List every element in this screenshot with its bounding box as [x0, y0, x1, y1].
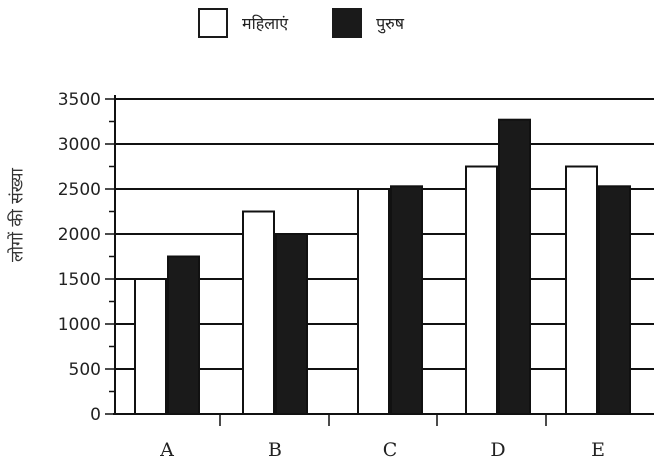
bar-women-B: [242, 210, 275, 415]
y-tick-label-2000: 2000: [58, 225, 101, 245]
bar-men-B: [275, 233, 308, 415]
x-tick-label-B: B: [268, 439, 282, 461]
x-tick-label-C: C: [383, 439, 398, 461]
bar-men-A: [167, 255, 200, 415]
bar-women-E: [565, 165, 598, 415]
y-tick-label-1000: 1000: [58, 315, 101, 335]
legend-item-men: पुरुष: [332, 8, 404, 38]
y-tick-label-3500: 3500: [58, 90, 101, 110]
y-tick-label-1500: 1500: [58, 270, 101, 290]
bar-women-A: [134, 278, 167, 415]
x-tick-label-D: D: [490, 439, 505, 461]
legend-label-men: पुरुष: [376, 14, 404, 33]
bar-men-D: [498, 118, 531, 415]
legend-swatch-men: [332, 8, 363, 38]
y-tick-label-2500: 2500: [58, 180, 101, 200]
bar-men-C: [390, 185, 423, 415]
legend: महिलाएं पुरुष: [198, 6, 448, 40]
x-tick-label-A: A: [159, 439, 174, 461]
y-tick-label-0: 0: [90, 405, 101, 425]
legend-swatch-women: [198, 8, 228, 38]
x-tick-label-E: E: [591, 439, 605, 461]
bar-women-D: [465, 165, 498, 415]
legend-item-women: महिलाएं: [198, 8, 288, 38]
y-tick-label-3000: 3000: [58, 135, 101, 155]
bar-women-C: [357, 188, 390, 415]
y-tick-label-500: 500: [69, 360, 101, 380]
bar-men-E: [598, 185, 631, 415]
legend-label-women: महिलाएं: [242, 14, 289, 33]
